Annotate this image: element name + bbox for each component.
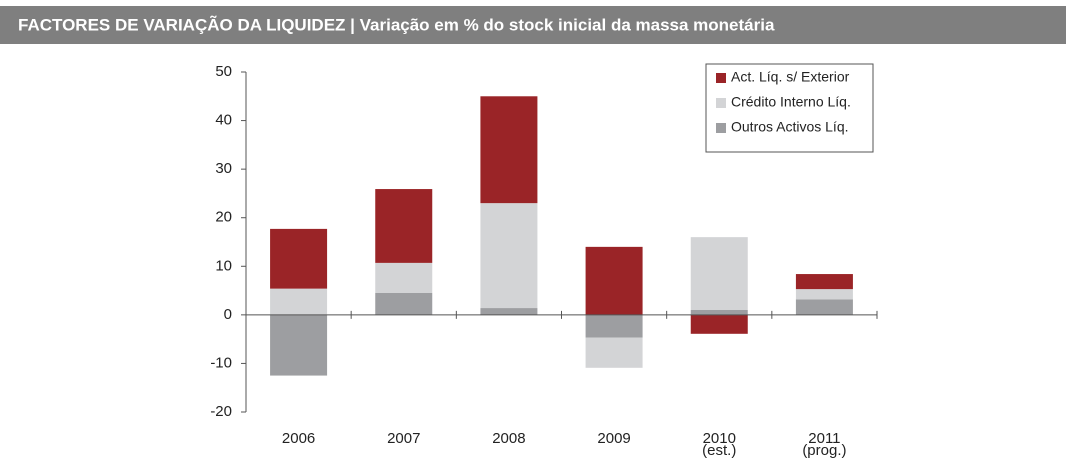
legend-label: Crédito Interno Líq. (731, 94, 851, 110)
y-tick-label: -20 (210, 403, 232, 420)
bar-segment (690, 314, 748, 334)
y-tick-label: 30 (215, 160, 232, 177)
y-tick-label: 0 (224, 306, 232, 323)
title-bar (0, 6, 1066, 44)
bar-segment (480, 203, 538, 309)
bar-segment (795, 299, 853, 315)
bar-segment (585, 246, 643, 315)
x-tick-label: 2007 (387, 430, 421, 447)
bar-segment (585, 314, 643, 338)
bar-segment (270, 228, 328, 289)
bar-segment (585, 337, 643, 368)
bar-segment (270, 314, 328, 376)
y-tick-label: -10 (210, 354, 232, 371)
bar-segment (375, 262, 433, 293)
y-tick-label: 50 (215, 63, 232, 80)
legend-swatch (716, 123, 726, 133)
legend-swatch (716, 73, 726, 83)
bar-segment (690, 237, 748, 310)
y-tick-label: 20 (215, 209, 232, 226)
bar-segment (270, 288, 328, 315)
bar-segment (375, 293, 433, 315)
x-tick-label: 2008 (492, 430, 526, 447)
legend-label: Act. Líq. s/ Exterior (731, 69, 850, 85)
bar-segment (375, 189, 433, 263)
bar-segment (480, 96, 538, 204)
chart-title: FACTORES DE VARIAÇÃO DA LIQUIDEZ | Varia… (18, 14, 775, 34)
bar-segment (690, 310, 748, 315)
y-tick-label: 40 (215, 112, 232, 129)
x-tick-label: 2006 (281, 430, 316, 447)
legend-swatch (716, 98, 726, 108)
legend-label: Outros Activos Líq. (731, 119, 849, 135)
bar-segment (795, 289, 853, 300)
bar-segment (480, 308, 538, 315)
legend-box (705, 63, 874, 153)
bar-segment (795, 274, 853, 290)
x-tick-label: 2009 (597, 430, 631, 447)
x-tick-label: 2010 (est.) (702, 430, 737, 459)
y-tick-label: 10 (215, 257, 232, 274)
x-tick-label: 2011 (prog.) (802, 430, 847, 459)
